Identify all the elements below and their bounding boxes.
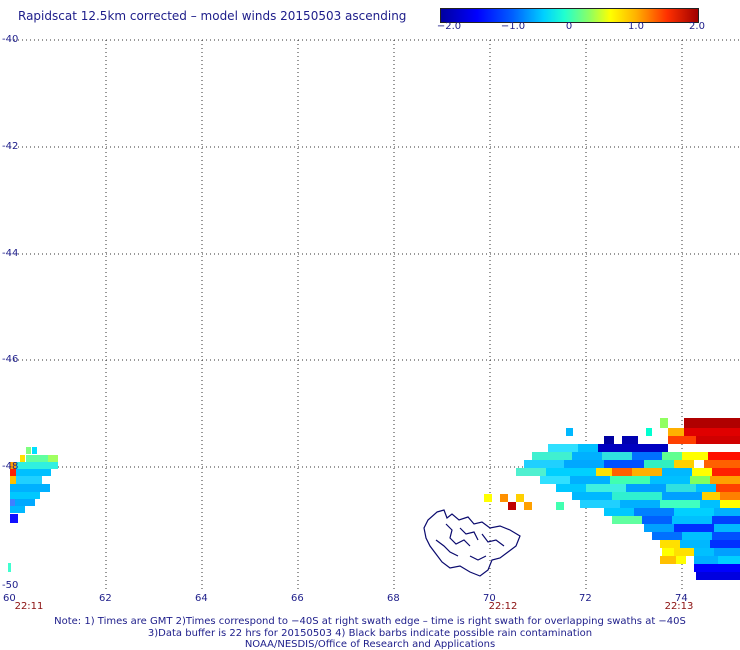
longitude-tick-label: 70 — [483, 593, 496, 604]
longitude-tick-label: 68 — [387, 593, 400, 604]
colorbar-tick-label: −2.0 — [436, 21, 462, 32]
latitude-tick-label: -50 — [2, 580, 19, 591]
latitude-tick-label: -46 — [2, 354, 19, 365]
footnote-line: Note: 1) Times are GMT 2)Times correspon… — [54, 616, 686, 627]
longitude-tick-label: 62 — [99, 593, 112, 604]
wind-cells-isolated — [484, 494, 564, 510]
longitude-tick-label: 60 — [3, 593, 16, 604]
swath-time-label: 22:11 — [14, 601, 44, 612]
map-title: Rapidscat 12.5km corrected – model winds… — [18, 9, 407, 23]
latitude-tick-label: -48 — [2, 461, 19, 472]
footnote-line: NOAA/NESDIS/Office of Research and Appli… — [244, 639, 496, 650]
colorbar-tick-label: 0 — [565, 21, 573, 32]
latitude-tick-label: -44 — [2, 248, 19, 259]
longitude-tick-label: 72 — [579, 593, 592, 604]
swath-time-label: 22:12 — [488, 601, 518, 612]
latitude-tick-label: -42 — [2, 141, 19, 152]
kerguelen-coastline — [423, 509, 521, 577]
wind-cells-right — [516, 418, 740, 580]
swath-time-label: 22:13 — [664, 601, 694, 612]
longitude-tick-label: 64 — [195, 593, 208, 604]
colorbar-tick-label: 2.0 — [689, 21, 705, 32]
footnote-line: 3)Data buffer is 22 hrs for 20150503 4) … — [147, 628, 593, 639]
wind-cells-left — [8, 447, 58, 572]
latitude-tick-label: -40 — [2, 34, 19, 45]
colorbar-tick-label: 1.0 — [628, 21, 644, 32]
colorbar — [440, 8, 699, 23]
longitude-tick-label: 74 — [675, 593, 688, 604]
colorbar-tick-label: −1.0 — [500, 21, 526, 32]
longitude-tick-label: 66 — [291, 593, 304, 604]
